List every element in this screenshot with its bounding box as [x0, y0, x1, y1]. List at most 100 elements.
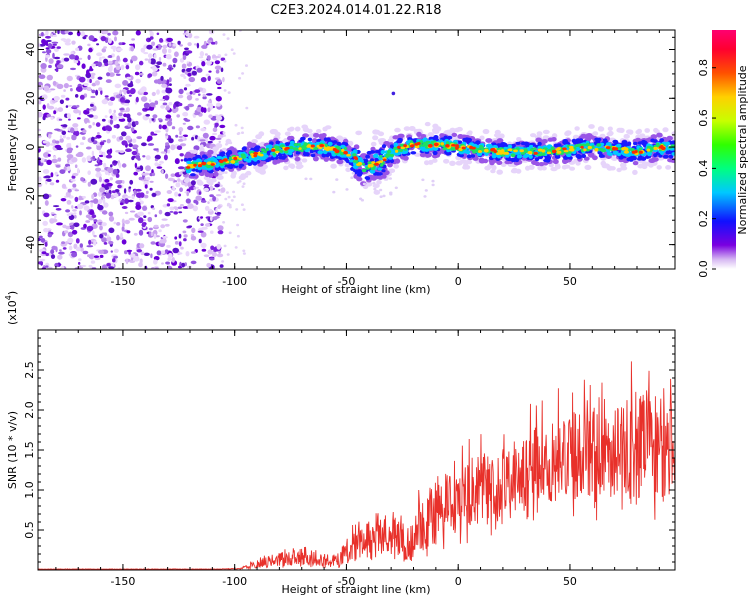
noise-speckle — [93, 240, 97, 246]
noise-speckle — [57, 254, 63, 260]
noise-speckle — [124, 198, 129, 205]
echo-blob — [594, 147, 599, 152]
noise-speckle — [218, 140, 221, 144]
noise-speckle — [154, 162, 159, 167]
noise-speckle — [99, 150, 102, 154]
noise-speckle — [152, 67, 158, 72]
noise-speckle — [101, 210, 108, 215]
noise-speckle — [150, 131, 155, 136]
noise-speckle — [235, 208, 239, 211]
noise-speckle — [54, 171, 58, 176]
noise-speckle — [173, 180, 178, 183]
echo-blob — [321, 153, 327, 158]
noise-speckle — [195, 195, 202, 201]
noise-speckle — [98, 198, 103, 205]
noise-speckle — [63, 89, 66, 92]
noise-speckle — [71, 40, 76, 45]
noise-speckle — [135, 30, 141, 36]
noise-speckle — [56, 64, 64, 69]
noise-speckle — [69, 54, 76, 60]
noise-speckle — [196, 67, 203, 73]
echo-blob — [394, 127, 401, 133]
noise-speckle — [165, 114, 172, 119]
echo-blob — [381, 169, 386, 173]
noise-speckle — [240, 203, 244, 206]
noise-speckle — [136, 136, 142, 140]
y-tick-label: 2.0 — [23, 401, 36, 419]
noise-speckle — [200, 59, 207, 62]
noise-speckle — [125, 135, 132, 141]
noise-speckle — [74, 189, 80, 192]
noise-speckle — [219, 184, 223, 188]
noise-speckle — [70, 51, 74, 55]
noise-speckle — [164, 249, 169, 253]
noise-speckle — [345, 188, 349, 191]
noise-speckle — [111, 190, 116, 194]
echo-blob — [580, 148, 585, 153]
noise-speckle — [394, 186, 398, 190]
y-tick-label: 1.5 — [23, 441, 36, 459]
echo-blob — [653, 127, 659, 133]
x-tick-label: -50 — [337, 575, 355, 588]
noise-speckle — [103, 162, 107, 168]
echo-blob — [556, 150, 562, 154]
noise-speckle — [198, 238, 202, 244]
noise-speckle — [82, 129, 87, 134]
noise-speckle — [43, 159, 48, 162]
noise-speckle — [217, 204, 221, 210]
noise-speckle — [89, 210, 94, 215]
noise-speckle — [44, 200, 49, 206]
noise-speckle — [174, 51, 179, 57]
echo-blob — [275, 140, 281, 145]
noise-speckle — [232, 190, 236, 194]
noise-speckle — [198, 56, 204, 59]
echo-blob — [385, 153, 391, 157]
noise-speckle — [168, 77, 172, 83]
noise-speckle — [121, 163, 127, 168]
noise-speckle — [70, 127, 75, 134]
noise-speckle — [140, 96, 148, 102]
noise-speckle — [91, 63, 96, 67]
noise-speckle — [38, 237, 41, 242]
noise-speckle — [103, 46, 107, 49]
noise-speckle — [96, 43, 100, 46]
echo-blob — [310, 153, 316, 158]
noise-speckle — [212, 132, 218, 136]
noise-speckle — [42, 220, 48, 226]
noise-speckle — [106, 236, 112, 242]
echo-blob — [432, 154, 439, 159]
noise-speckle — [169, 206, 175, 211]
noise-speckle — [101, 99, 109, 105]
noise-speckle — [178, 88, 184, 95]
noise-speckle — [64, 163, 71, 168]
noise-speckle — [74, 164, 78, 168]
noise-speckle — [179, 44, 184, 47]
noise-speckle — [113, 221, 117, 225]
colorbar-gradient — [712, 30, 736, 269]
noise-speckle — [61, 183, 67, 189]
echo-blob — [215, 163, 220, 168]
echo-blob — [371, 161, 376, 165]
noise-speckle — [179, 153, 184, 157]
noise-speckle — [241, 131, 244, 134]
echo-blob — [397, 139, 403, 144]
noise-speckle — [50, 172, 54, 178]
spectrogram-content — [38, 30, 675, 269]
noise-speckle — [90, 72, 96, 76]
noise-speckle — [131, 150, 138, 156]
noise-speckle — [55, 164, 61, 168]
noise-speckle — [43, 228, 49, 233]
noise-speckle — [214, 40, 218, 45]
echo-blob — [255, 134, 262, 140]
noise-speckle — [172, 185, 175, 191]
echo-blob — [449, 160, 456, 166]
noise-speckle — [215, 102, 221, 107]
noise-speckle — [99, 254, 104, 258]
noise-speckle — [161, 218, 168, 221]
noise-speckle — [73, 130, 80, 137]
noise-speckle — [46, 114, 51, 118]
echo-blob — [596, 143, 602, 147]
echo-blob — [298, 147, 302, 150]
noise-speckle — [67, 188, 72, 193]
noise-speckle — [102, 140, 106, 143]
